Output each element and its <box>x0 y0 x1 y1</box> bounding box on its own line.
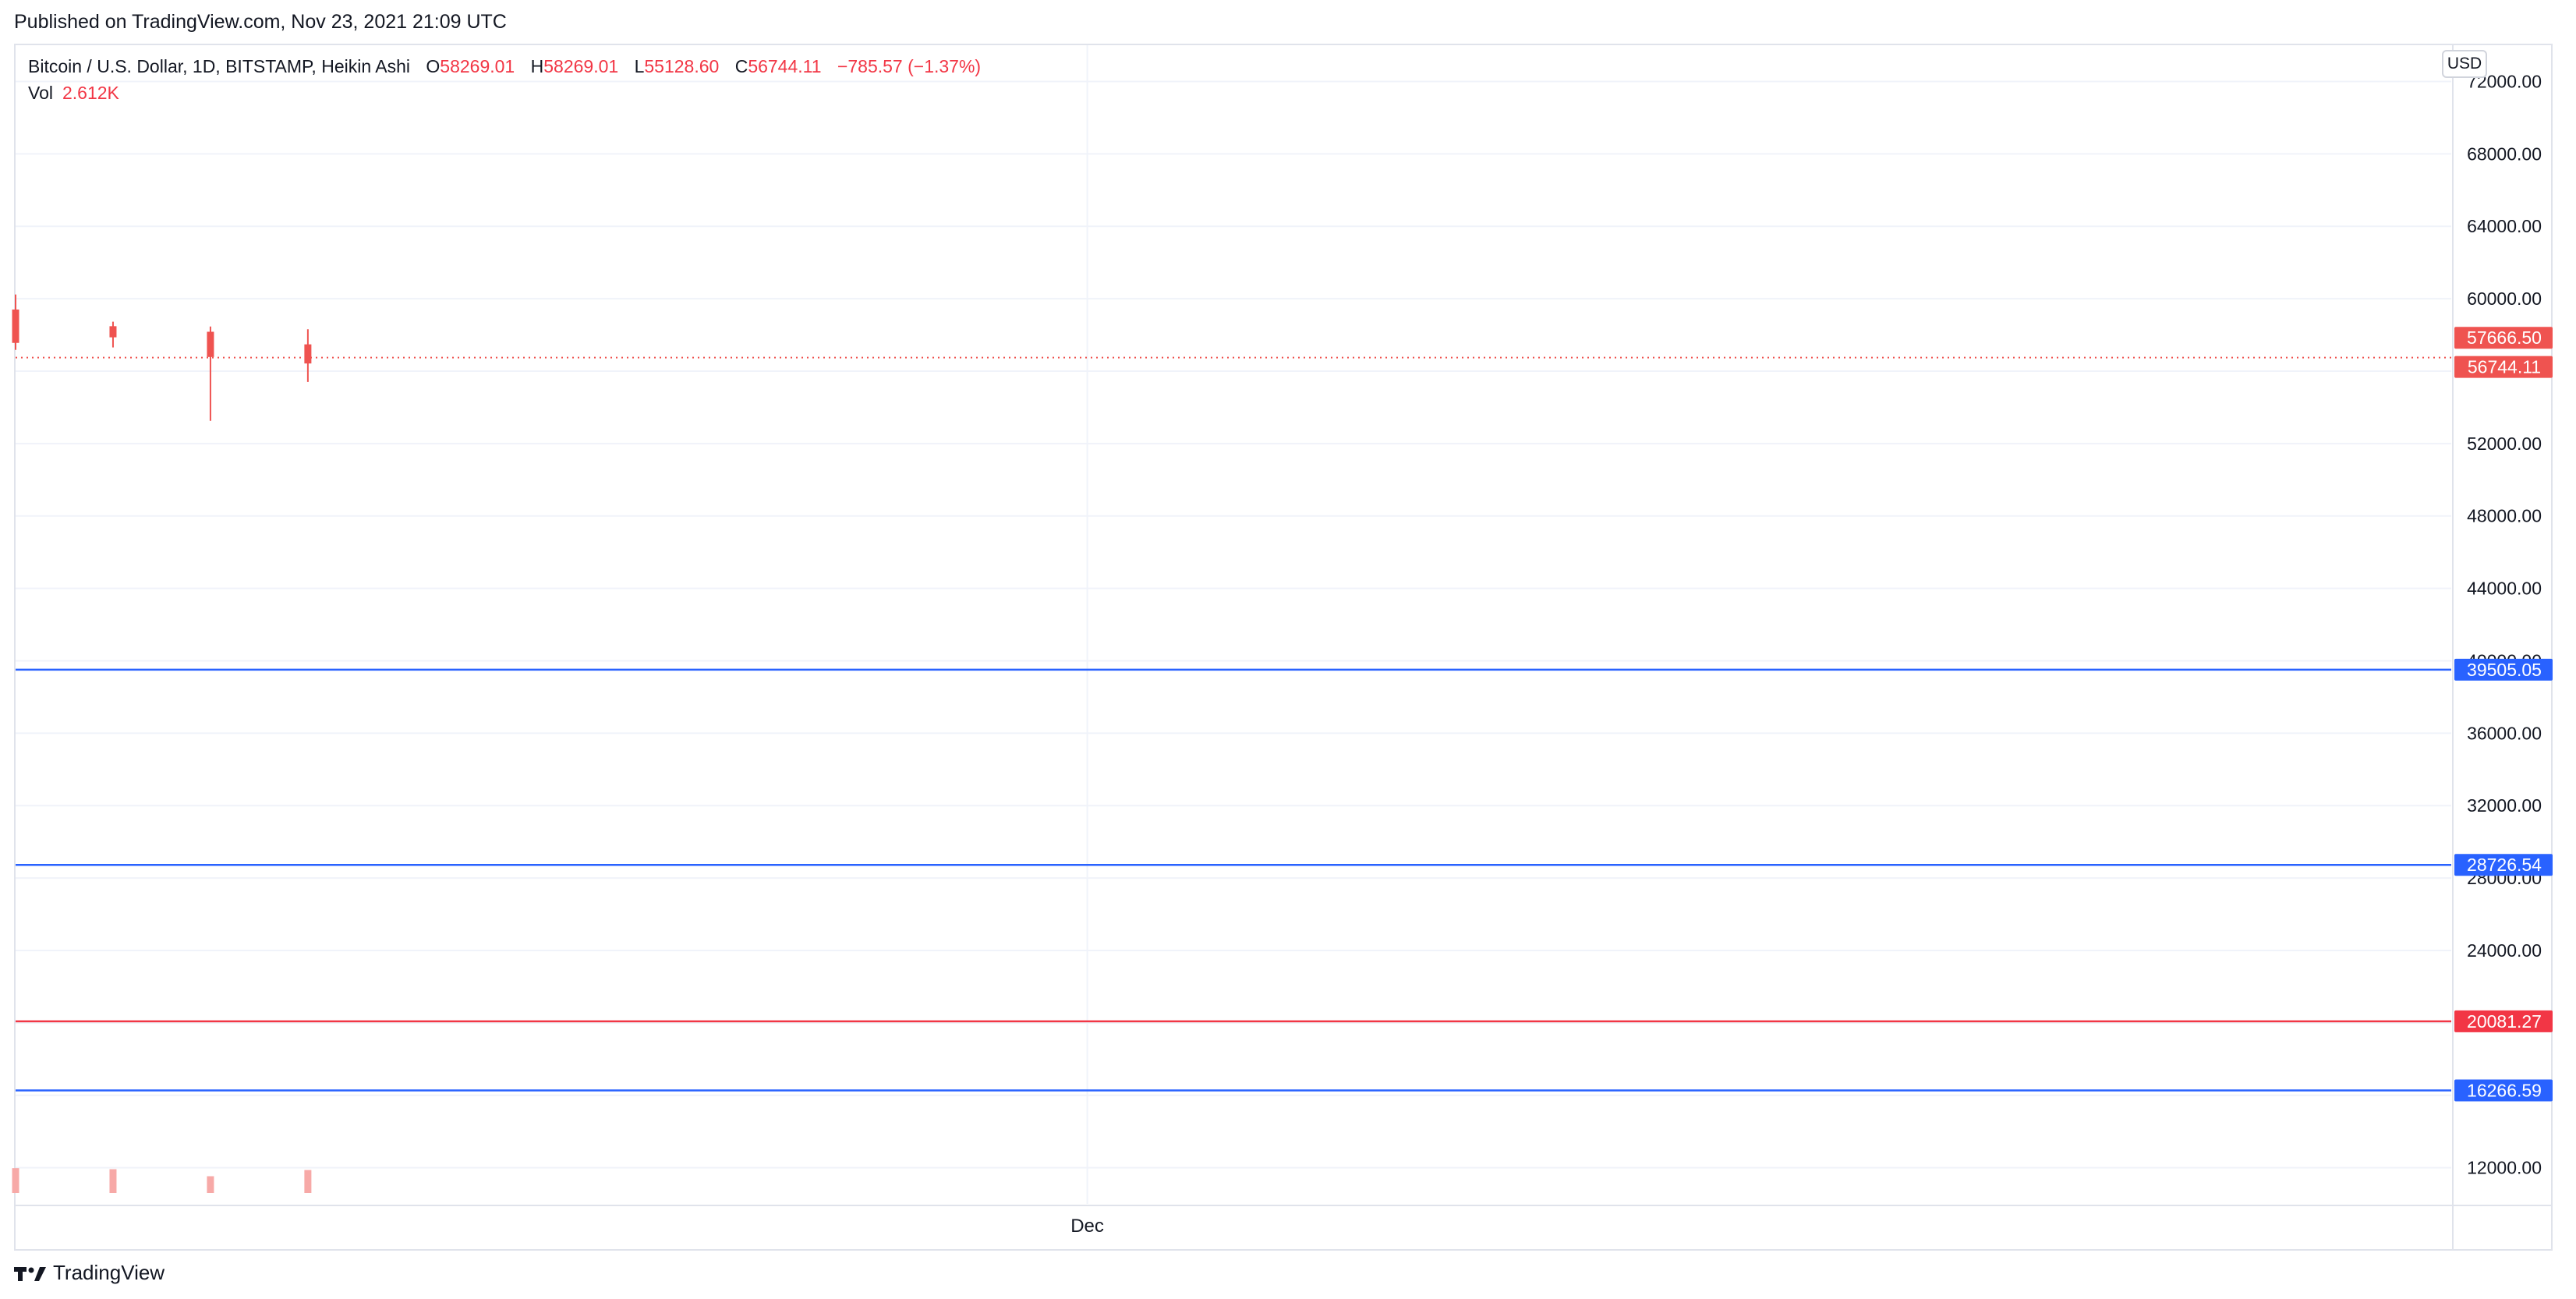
chart-legend: Bitcoin / U.S. Dollar, 1D, BITSTAMP, Hei… <box>28 53 981 106</box>
chart-frame <box>14 44 2553 1251</box>
candle-body <box>304 344 312 364</box>
level-price-label-bg <box>2454 1010 2553 1032</box>
legend-high-label: H <box>530 56 544 76</box>
marker-price-label: 56744.11 <box>2468 357 2541 377</box>
legend-change: −785.57 (−1.37%) <box>837 56 982 76</box>
price-axis-label: 32000.00 <box>2467 795 2542 816</box>
legend-low-value: 55128.60 <box>644 56 720 76</box>
marker-price-label-bg <box>2454 356 2553 378</box>
legend-volume-label: Vol <box>28 83 53 103</box>
legend-ohlc-row: Bitcoin / U.S. Dollar, 1D, BITSTAMP, Hei… <box>28 53 981 80</box>
level-price-label: 39505.05 <box>2467 660 2542 680</box>
currency-button[interactable]: USD <box>2442 50 2487 78</box>
legend-volume-row: Vol 2.612K <box>28 80 981 106</box>
level-price-label-bg <box>2454 1079 2553 1102</box>
candle-body <box>207 331 214 357</box>
price-axis-label: 12000.00 <box>2467 1158 2542 1178</box>
price-axis-label: 48000.00 <box>2467 506 2542 526</box>
price-axis-label: 52000.00 <box>2467 434 2542 454</box>
legend-low-label: L <box>634 56 645 76</box>
candle-body <box>109 326 117 338</box>
tradingview-logo-icon[interactable] <box>14 1264 47 1281</box>
legend-symbol: Bitcoin / U.S. Dollar, 1D, BITSTAMP, Hei… <box>28 56 410 76</box>
level-price-label: 20081.27 <box>2467 1011 2542 1032</box>
price-axis-label: 24000.00 <box>2467 940 2542 961</box>
footer-brand[interactable]: TradingView <box>53 1260 165 1284</box>
price-axis-label: 68000.00 <box>2467 143 2542 164</box>
volume-bar <box>304 1170 312 1193</box>
level-price-label: 16266.59 <box>2467 1080 2542 1100</box>
legend-volume-value: 2.612K <box>62 83 119 103</box>
marker-price-label-bg <box>2454 327 2553 349</box>
price-axis-label: 44000.00 <box>2467 579 2542 599</box>
published-caption: Published on TradingView.com, Nov 23, 20… <box>14 11 507 33</box>
volume-bar <box>207 1176 214 1193</box>
legend-high-value: 58269.01 <box>543 56 619 76</box>
price-axis-label: 60000.00 <box>2467 288 2542 309</box>
legend-close-value: 56744.11 <box>748 56 822 76</box>
volume-bar <box>109 1169 117 1193</box>
candle-body <box>12 309 19 343</box>
legend-close-label: C <box>734 56 748 76</box>
price-axis-label: 64000.00 <box>2467 216 2542 236</box>
price-axis-label: 36000.00 <box>2467 723 2542 743</box>
level-price-label-bg <box>2454 854 2553 876</box>
level-price-label-bg <box>2454 658 2553 681</box>
level-price-label: 28726.54 <box>2467 855 2542 875</box>
marker-price-label: 57666.50 <box>2467 327 2542 348</box>
footer: TradingView <box>14 1257 165 1288</box>
time-axis-label: Dec <box>1070 1216 1104 1237</box>
volume-bar <box>12 1168 19 1193</box>
legend-open-value: 58269.01 <box>440 56 515 76</box>
legend-open-label: O <box>426 56 441 76</box>
